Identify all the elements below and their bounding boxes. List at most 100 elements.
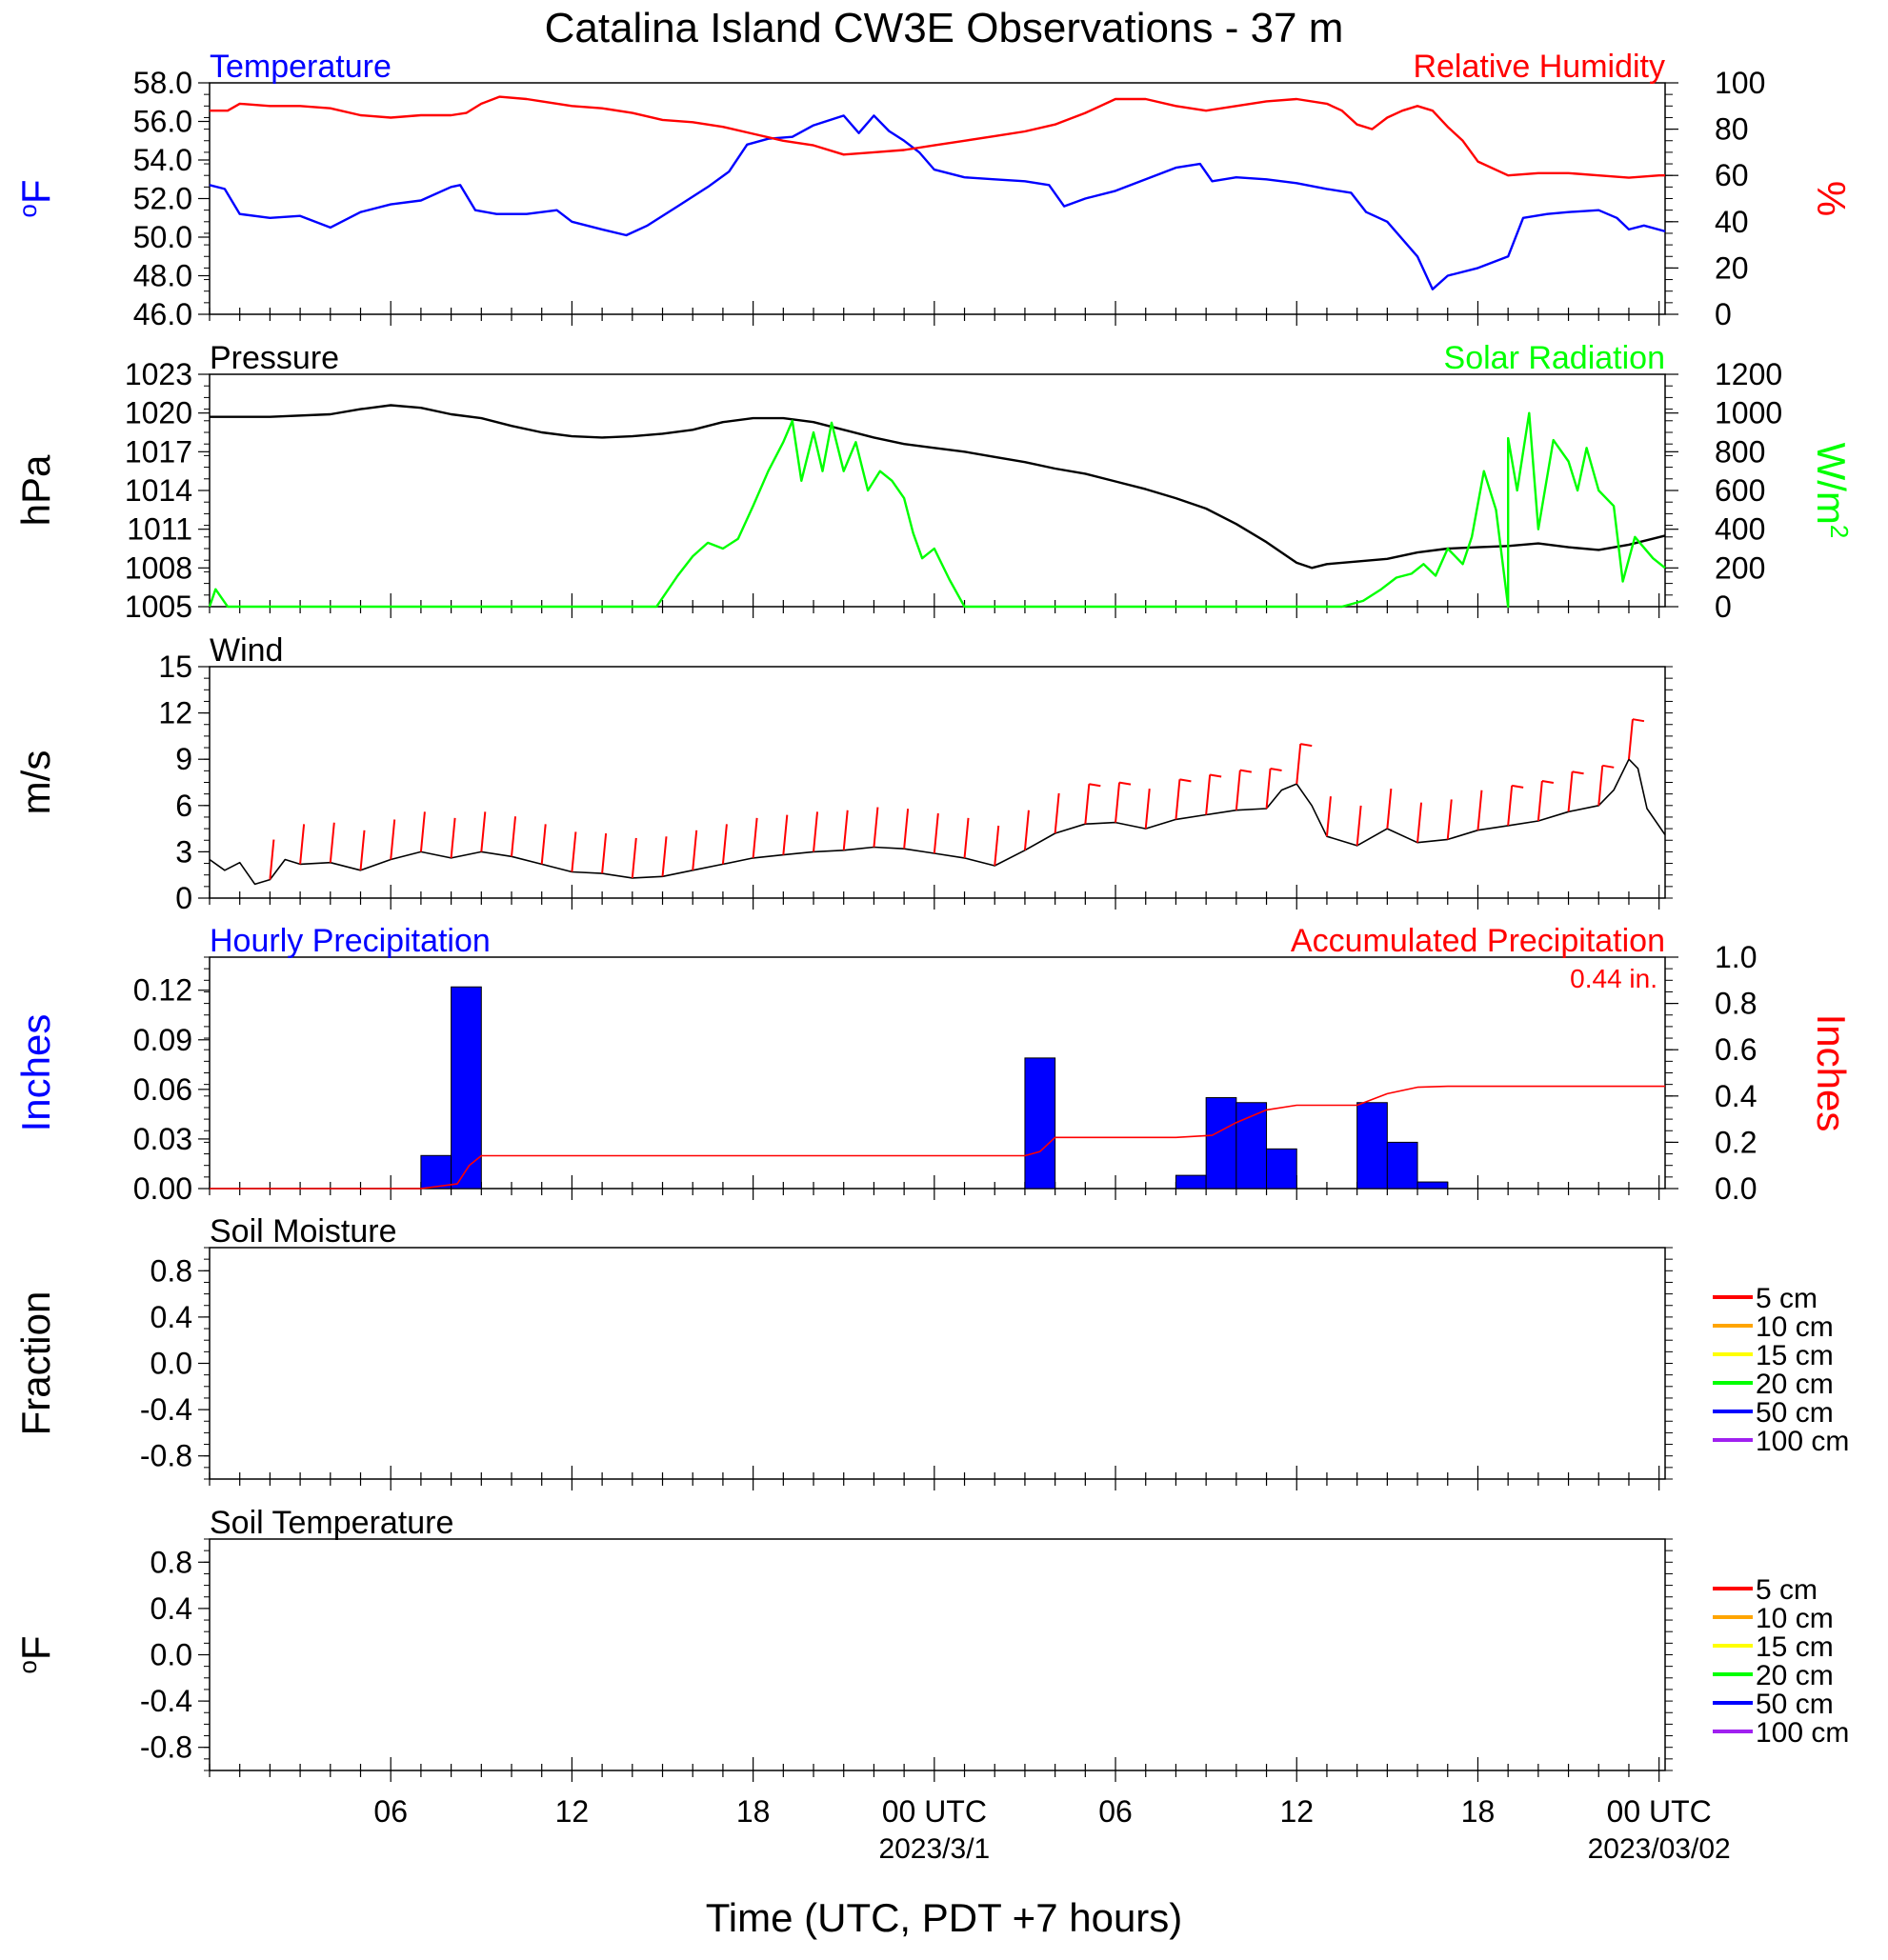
y-tick-label-left: 6 — [175, 789, 192, 823]
panel-title-soil_temp: Soil Temperature — [210, 1505, 453, 1541]
x-tick-label: 00 UTC — [882, 1794, 987, 1829]
y-tick-label-left: 0.0 — [151, 1347, 192, 1381]
y-tick-label-left: 1023 — [125, 357, 192, 391]
wind-barb-staff — [1507, 785, 1514, 826]
panel-right-title-temp_rh: Relative Humidity — [1413, 49, 1665, 85]
y-tick-label-left: 58.0 — [133, 66, 192, 100]
series-line-temperature — [209, 114, 1666, 290]
y-tick-label-right: 0.0 — [1715, 1171, 1757, 1206]
wind-barb-staff — [1537, 780, 1543, 822]
x-tick-label: 06 — [373, 1794, 408, 1829]
y-tick-label-left: 1008 — [125, 550, 192, 585]
y-tick-label-left: 52.0 — [133, 182, 192, 216]
wind-barb-staff — [1386, 789, 1393, 830]
wind-barb-flag — [1572, 770, 1584, 775]
chart-title: Catalina Island CW3E Observations - 37 m — [545, 5, 1344, 51]
legend-label: 100 cm — [1756, 1717, 1849, 1749]
wind-barb-staff — [359, 830, 366, 870]
y-tick-label-right: 800 — [1715, 434, 1765, 469]
wind-barb-staff — [1627, 719, 1634, 760]
y-tick-label-right: 600 — [1715, 473, 1765, 508]
y-axis-label-right-precip: Inches — [1809, 1014, 1854, 1132]
wind-barb-staff — [1054, 792, 1060, 834]
y-tick-label-left: 0.4 — [151, 1591, 192, 1626]
legend-label: 50 cm — [1756, 1397, 1834, 1429]
wind-barb-staff — [1476, 790, 1483, 830]
accumulated-total-label: 0.44 in. — [1570, 964, 1657, 993]
wind-barb-flag — [1511, 784, 1524, 789]
y-tick-label-right: 0.2 — [1715, 1125, 1757, 1159]
wind-barb-flag — [1089, 783, 1101, 788]
y-tick-label-left: 54.0 — [133, 143, 192, 177]
y-tick-label-right: 100 — [1715, 66, 1765, 100]
y-tick-label-left: -0.8 — [140, 1439, 192, 1473]
wind-barb-staff — [511, 816, 517, 857]
precip-bar — [451, 986, 482, 1190]
y-tick-label-left: 50.0 — [133, 220, 192, 254]
wind-barb-staff — [480, 811, 487, 852]
y-axis-label-left-temp_rh: oF — [13, 179, 58, 217]
series-line-wind-speed — [209, 758, 1666, 886]
wind-barb-staff — [390, 819, 396, 860]
y-tick-label-left: 0.12 — [133, 973, 192, 1008]
wind-barb-staff — [1205, 774, 1212, 815]
y-tick-label-left: 1005 — [125, 590, 192, 624]
y-tick-label-left: 56.0 — [133, 105, 192, 139]
wind-barb-flag — [1118, 781, 1132, 786]
x-tick-label: 12 — [1279, 1794, 1314, 1829]
wind-barb-staff — [1115, 782, 1121, 823]
y-tick-label-left: 1020 — [125, 396, 192, 430]
y-tick-label-left: 0.03 — [133, 1122, 192, 1156]
y-tick-label-right: 0.4 — [1715, 1079, 1757, 1113]
y-tick-label-right: 1000 — [1715, 396, 1782, 430]
y-axis-label-left-pressure_solar: hPa — [13, 454, 58, 526]
y-tick-label-left: 0.09 — [133, 1023, 192, 1057]
y-tick-label-left: 0.4 — [151, 1300, 192, 1334]
wind-barb-staff — [601, 832, 608, 874]
y-tick-label-left: 0 — [175, 881, 192, 915]
wind-barb-staff — [903, 809, 910, 850]
y-tick-label-left: 48.0 — [133, 259, 192, 293]
wind-barb-staff — [813, 811, 819, 852]
wind-barb-staff — [842, 810, 849, 850]
wind-barb-staff — [1265, 768, 1272, 810]
legend-label: 100 cm — [1756, 1426, 1849, 1457]
wind-barb-staff — [329, 822, 335, 863]
y-tick-label-left: 0.00 — [133, 1171, 192, 1206]
y-tick-label-left: 1017 — [125, 434, 192, 469]
x-tick-label: 18 — [1461, 1794, 1496, 1829]
wind-barb-staff — [873, 807, 879, 848]
legend-label: 10 cm — [1756, 1603, 1834, 1634]
plot-frame-precip — [209, 956, 1666, 1190]
legend-label: 15 cm — [1756, 1340, 1834, 1371]
x-tick-date-label: 2023/03/02 — [1588, 1833, 1731, 1865]
wind-barb-staff — [299, 824, 306, 865]
series-line-pressure — [210, 404, 1666, 570]
y-tick-label-right: 1200 — [1715, 357, 1782, 391]
series-line-relative-humidity — [210, 95, 1665, 179]
y-axis-label-right-pressure_solar: W/m2 — [1809, 443, 1854, 539]
precip-bar — [1386, 1141, 1418, 1190]
y-tick-label-left: 0.8 — [151, 1545, 192, 1579]
y-tick-label-left: 46.0 — [133, 297, 192, 331]
panel-title-temp_rh: Temperature — [210, 49, 392, 85]
wind-barb-staff — [1356, 805, 1362, 847]
y-tick-label-right: 60 — [1715, 158, 1749, 192]
series-line-solar-radiation — [208, 411, 1666, 609]
wind-barb-staff — [1567, 771, 1574, 812]
wind-barb-flag — [1179, 778, 1192, 783]
plot-frame-soil_temp — [209, 1538, 1666, 1771]
x-tick-label: 06 — [1098, 1794, 1133, 1829]
wind-barb-staff — [692, 830, 698, 870]
panel-right-title-precip: Accumulated Precipitation — [1291, 923, 1665, 959]
wind-barb-staff — [994, 825, 1000, 867]
series-line-accumulated-precipitation — [210, 1085, 1665, 1190]
panel-right-title-pressure_solar: Solar Radiation — [1444, 340, 1665, 376]
y-tick-label-right: 1.0 — [1715, 940, 1757, 974]
wind-barb-staff — [721, 824, 728, 865]
precip-bar — [1205, 1097, 1237, 1190]
wind-barb-flag — [1239, 769, 1253, 773]
y-tick-label-right: 0 — [1715, 297, 1732, 331]
plot-frame-soil_moisture — [209, 1247, 1666, 1480]
wind-barb-staff — [1325, 796, 1332, 837]
